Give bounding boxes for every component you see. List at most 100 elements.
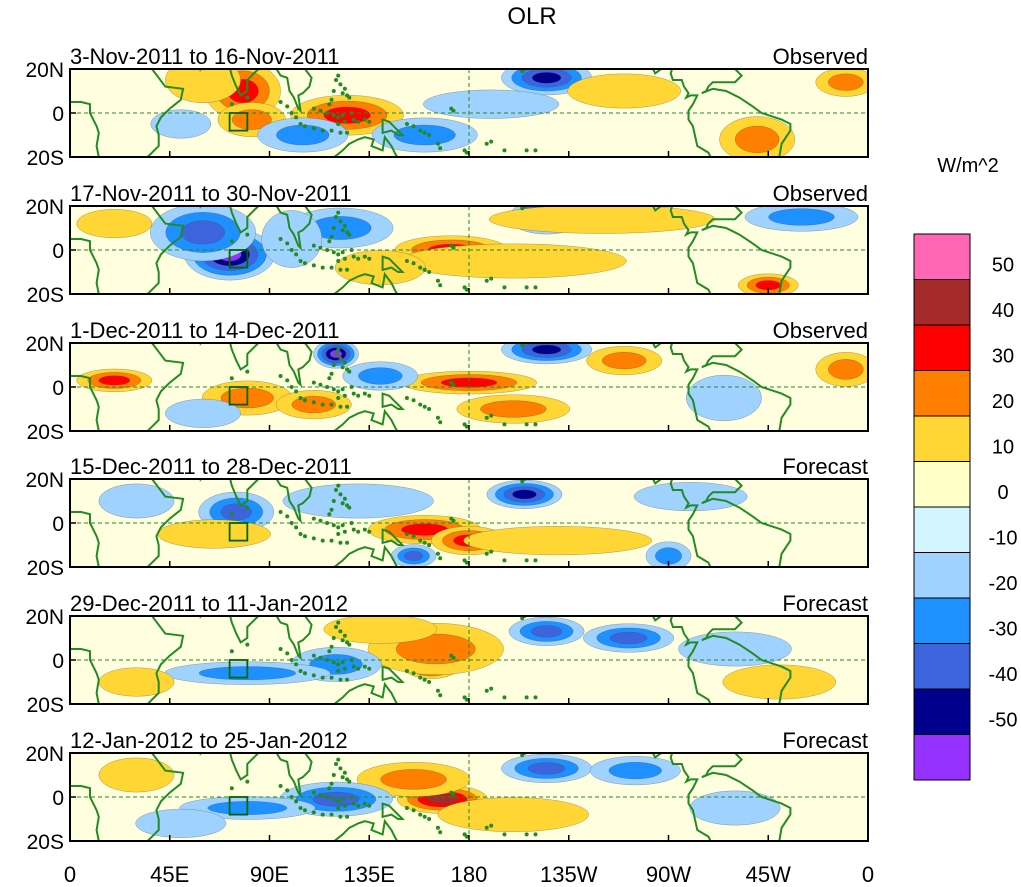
island-marker — [347, 95, 352, 100]
island-marker — [351, 117, 356, 122]
island-marker — [329, 812, 334, 817]
coastline — [199, 479, 313, 524]
island-marker — [325, 521, 330, 525]
colorbar-swatch — [913, 279, 971, 326]
anomaly-contour — [165, 69, 241, 104]
panel-kind-label: Forecast — [782, 454, 868, 479]
latitude-label: 0 — [52, 103, 64, 126]
island-marker — [362, 664, 367, 669]
panel-kind-label: Forecast — [782, 591, 868, 616]
island-marker — [336, 662, 341, 667]
island-marker — [318, 792, 323, 797]
island-marker — [411, 398, 416, 403]
island-marker — [245, 779, 250, 784]
panel-kind-label: Observed — [773, 318, 868, 343]
island-marker — [336, 122, 341, 126]
island-marker — [356, 529, 361, 534]
island-marker — [367, 666, 372, 671]
island-marker — [245, 505, 250, 510]
latitude-label: 20S — [27, 284, 64, 307]
island-marker — [340, 387, 345, 392]
island-marker — [320, 265, 325, 270]
anomaly-contour — [98, 483, 175, 519]
island-marker — [298, 532, 303, 536]
island-marker — [311, 106, 316, 111]
island-marker — [367, 529, 372, 534]
anomaly-contour — [827, 73, 864, 91]
island-marker — [342, 86, 347, 91]
island-marker — [278, 237, 283, 241]
island-marker — [367, 256, 372, 261]
coastline — [199, 343, 313, 388]
island-marker — [489, 823, 494, 828]
index-box — [228, 249, 249, 269]
island-marker — [351, 527, 356, 532]
island-marker — [311, 536, 316, 541]
island-marker — [331, 797, 336, 802]
island-marker — [524, 558, 529, 563]
island-marker — [351, 254, 356, 259]
island-marker — [334, 762, 338, 766]
coastline — [199, 69, 313, 114]
island-marker — [336, 532, 341, 536]
island-marker — [338, 677, 343, 682]
island-marker — [320, 812, 325, 817]
island-marker — [411, 534, 416, 539]
map-panel: 20N 0 20S 1-Dec-2011 to 14-Dec-2011 Observed — [25, 318, 869, 444]
island-marker — [336, 483, 341, 488]
index-box — [228, 796, 249, 816]
island-marker — [285, 788, 290, 793]
island-marker — [294, 252, 299, 257]
latitude-label: 20S — [27, 557, 64, 580]
island-marker — [533, 148, 538, 153]
island-marker — [342, 119, 347, 124]
island-marker — [329, 644, 334, 649]
island-marker — [351, 391, 356, 396]
island-marker — [331, 113, 336, 118]
island-marker — [245, 232, 250, 237]
island-marker — [502, 695, 507, 700]
colorbar-label: 20 — [992, 391, 1014, 413]
latitude-label: 0 — [52, 240, 64, 263]
island-marker — [327, 102, 332, 107]
island-marker — [435, 278, 440, 283]
island-marker — [329, 128, 334, 133]
island-marker — [342, 529, 347, 534]
island-marker — [411, 261, 416, 266]
island-marker — [438, 283, 443, 288]
colorbar-swatch — [913, 506, 971, 553]
latitude-label: 20N — [25, 196, 64, 219]
island-marker — [340, 113, 345, 118]
island-marker — [464, 697, 469, 702]
anomaly-contour — [608, 762, 662, 780]
island-marker — [338, 82, 343, 87]
island-marker — [289, 111, 294, 115]
panel-date-range: 1-Dec-2011 to 14-Dec-2011 — [70, 318, 339, 343]
panel-date-range: 29-Dec-2011 to 11-Jan-2012 — [70, 591, 348, 616]
island-marker — [484, 141, 489, 146]
island-marker — [342, 256, 347, 261]
island-marker — [334, 625, 338, 629]
longitude-label: 135W — [540, 862, 598, 887]
island-marker — [404, 669, 409, 673]
island-marker — [331, 773, 336, 777]
island-marker — [427, 543, 432, 547]
island-marker — [285, 651, 290, 656]
island-marker — [422, 130, 427, 135]
island-marker — [318, 655, 323, 660]
island-marker — [404, 532, 409, 536]
island-marker — [311, 810, 316, 815]
island-marker — [325, 248, 330, 252]
island-marker — [356, 803, 361, 808]
panel-date-range: 3-Nov-2011 to 16-Nov-2011 — [70, 44, 339, 69]
island-marker — [464, 834, 469, 839]
island-marker — [302, 808, 307, 813]
island-marker — [325, 795, 330, 799]
anomaly-contour — [98, 667, 175, 697]
anomaly-contour — [323, 106, 371, 124]
colorbar-swatch — [913, 415, 971, 462]
island-marker — [334, 78, 338, 82]
colorbar-label: -10 — [989, 528, 1018, 550]
island-marker — [229, 102, 234, 107]
island-marker — [502, 558, 507, 563]
